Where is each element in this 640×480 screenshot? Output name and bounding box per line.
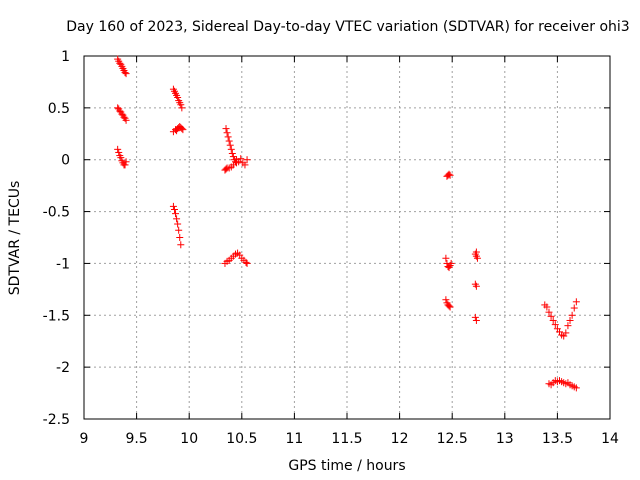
data-point — [237, 155, 245, 163]
data-point — [566, 316, 574, 324]
data-point — [570, 304, 578, 312]
data-point — [229, 161, 237, 169]
data-point — [447, 259, 455, 267]
data-point — [446, 171, 454, 179]
data-point — [445, 302, 453, 310]
data-point — [115, 148, 123, 156]
data-point — [222, 125, 230, 133]
data-point — [562, 329, 570, 337]
data-point — [442, 254, 450, 262]
y-tick-label: -0.5 — [43, 205, 70, 221]
data-points — [114, 55, 580, 392]
x-tick-label: 9.5 — [125, 431, 147, 447]
data-point — [442, 296, 450, 304]
data-point — [225, 137, 233, 145]
x-axis-label: GPS time / hours — [288, 458, 405, 474]
data-point — [243, 259, 251, 267]
data-point — [224, 133, 232, 141]
x-tick-label: 9 — [80, 431, 89, 447]
data-point — [170, 205, 178, 213]
y-tick-label: -1 — [56, 256, 70, 272]
data-point — [178, 125, 186, 133]
y-tick-label: -2.5 — [43, 412, 70, 428]
data-point — [241, 161, 249, 169]
data-point — [174, 220, 182, 228]
data-point — [473, 254, 481, 262]
data-point — [117, 154, 125, 162]
data-point — [169, 202, 177, 210]
data-point — [174, 93, 182, 101]
x-tick-label: 12.5 — [437, 431, 468, 447]
data-point — [172, 210, 180, 218]
data-point — [226, 141, 234, 149]
y-tick-labels: 1 0.5 0 -0.5 -1 -1.5 -2 -2.5 — [43, 49, 70, 428]
data-point — [178, 104, 186, 112]
data-point — [564, 322, 572, 330]
x-tick-label: 11 — [285, 431, 303, 447]
data-point — [472, 282, 480, 290]
y-tick-label: 0 — [61, 153, 70, 169]
y-tick-label: 1 — [61, 49, 70, 65]
x-tick-label: 12 — [391, 431, 409, 447]
x-tick-label: 11.5 — [331, 431, 362, 447]
x-tick-labels: 9 9.5 10 10.5 11 11.5 12 12.5 13 13.5 14 — [80, 431, 619, 447]
data-point — [121, 69, 129, 77]
data-point — [229, 153, 237, 161]
y-tick-label: 0.5 — [48, 101, 70, 117]
data-point — [228, 149, 236, 157]
y-tick-label: -2 — [56, 360, 70, 376]
data-point — [223, 129, 231, 137]
x-tick-label: 10 — [180, 431, 198, 447]
data-point — [177, 241, 185, 249]
data-point — [543, 303, 551, 311]
data-point — [242, 258, 250, 266]
data-point — [122, 116, 130, 124]
tick-marks — [83, 55, 611, 420]
data-point — [545, 308, 553, 316]
data-point — [572, 384, 580, 392]
data-point — [572, 298, 580, 306]
y-tick-label: -1.5 — [43, 308, 70, 324]
data-point — [551, 321, 559, 329]
data-point — [222, 165, 230, 173]
x-tick-label: 13 — [496, 431, 514, 447]
data-point — [446, 303, 454, 311]
data-point — [243, 156, 251, 164]
data-point — [471, 313, 479, 321]
data-point — [121, 161, 129, 169]
data-point — [122, 158, 130, 166]
x-tick-label: 10.5 — [226, 431, 257, 447]
data-point — [547, 312, 555, 320]
x-tick-label: 13.5 — [542, 431, 573, 447]
grid — [84, 56, 610, 419]
data-point — [568, 311, 576, 319]
data-point — [114, 145, 122, 153]
data-point — [122, 70, 130, 78]
x-tick-label: 14 — [601, 431, 619, 447]
data-point — [549, 316, 557, 324]
data-point — [445, 170, 453, 178]
data-point — [227, 145, 235, 153]
chart-title: Day 160 of 2023, Sidereal Day-to-day VTE… — [66, 19, 629, 35]
y-axis-label: SDTVAR / TECUs — [7, 181, 23, 296]
data-point — [176, 234, 184, 241]
data-point — [175, 226, 183, 234]
data-point — [179, 126, 187, 134]
data-point — [472, 316, 480, 324]
data-point — [173, 215, 181, 223]
plot-frame — [83, 55, 611, 420]
data-point — [177, 101, 185, 109]
